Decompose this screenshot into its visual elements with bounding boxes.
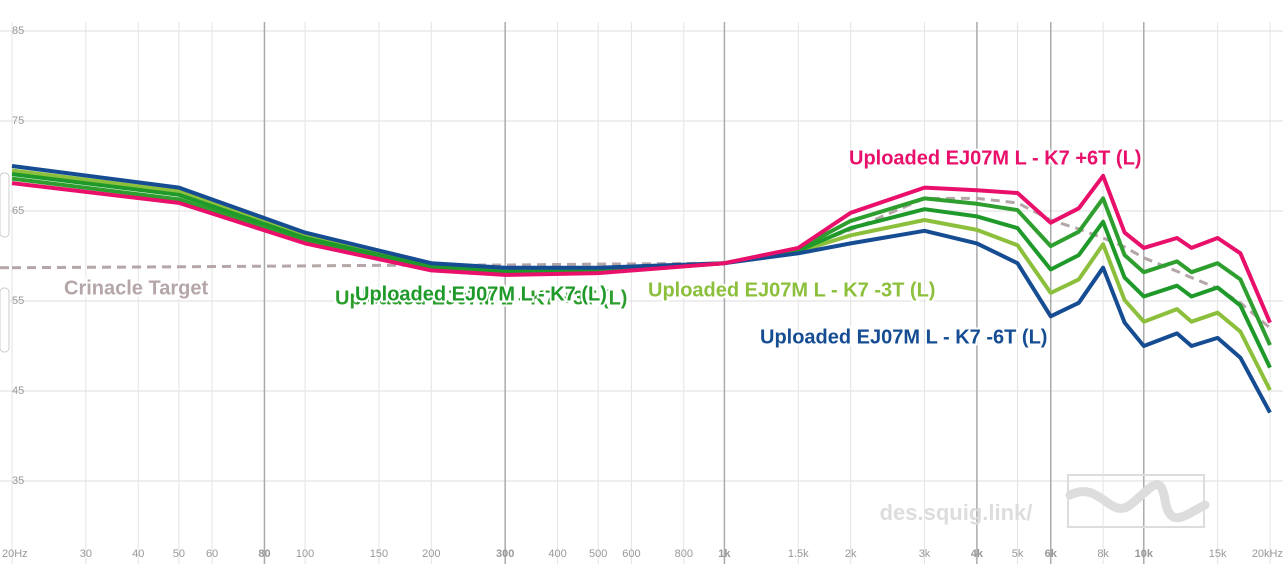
x-tick-label: 1.5k <box>788 548 809 560</box>
x-tick-label: 50 <box>173 548 185 560</box>
y-tick-label: 45 <box>12 385 24 397</box>
x-tick-label: 8k <box>1097 548 1109 560</box>
x-tick-label: 6k <box>1045 548 1058 560</box>
series-line <box>11 164 1272 414</box>
x-tick-label: 10k <box>1135 548 1154 560</box>
x-tick-label: 20kHz <box>1252 548 1283 560</box>
handle <box>0 287 10 353</box>
x-tick-label: 800 <box>675 548 693 560</box>
x-tick-label: 3k <box>919 548 931 560</box>
series-label: Uploaded EJ07M L - K7 +3T (L) <box>335 287 627 309</box>
x-tick-label: 80 <box>258 548 270 560</box>
lines <box>0 164 1272 414</box>
series-label: Uploaded EJ07M L - K7 +6T (L) <box>849 147 1141 169</box>
x-tick-label: 100 <box>296 548 314 560</box>
y-tick-label: 65 <box>12 205 24 217</box>
x-tick-label: 300 <box>496 548 514 560</box>
x-tick-label: 1k <box>718 548 731 560</box>
labels: Crinacle Target Uploaded EJ07M L - K7 -3T… <box>62 145 1143 350</box>
x-tick-label: 600 <box>622 548 640 560</box>
x-tick-label: 40 <box>132 548 144 560</box>
x-tick-label: 2k <box>845 548 857 560</box>
series-line <box>11 173 1272 324</box>
logo <box>1065 480 1210 523</box>
x-tick-label: 30 <box>80 548 92 560</box>
x-tick-label: 15k <box>1209 548 1227 560</box>
x-tick-label: 5k <box>1012 548 1024 560</box>
y-tick-label: 75 <box>12 115 24 127</box>
series-label: Crinacle Target <box>64 277 208 299</box>
y-tick-label: 55 <box>12 295 24 307</box>
y-tick-label: 35 <box>12 475 24 487</box>
y-tick-label: 85 <box>12 25 24 37</box>
x-tick-label: 400 <box>548 548 566 560</box>
handle <box>0 172 10 238</box>
series-label: Uploaded EJ07M L - K7 -3T (L) <box>648 279 935 301</box>
series-label: Uploaded EJ07M L - K7 (L) <box>355 283 607 305</box>
watermark: des.squig.link/ <box>880 500 1033 525</box>
x-tick-label: 500 <box>589 548 607 560</box>
x-tick-label: 60 <box>206 548 218 560</box>
x-tick-label: 4k <box>971 548 984 560</box>
series-line <box>11 172 1272 369</box>
x-tick-label: 20Hz <box>2 548 28 560</box>
series-label: Uploaded EJ07M L - K7 -6T (L) <box>760 326 1047 348</box>
x-tick-label: 150 <box>370 548 388 560</box>
grid <box>0 22 1283 564</box>
x-tick-label: 200 <box>422 548 440 560</box>
